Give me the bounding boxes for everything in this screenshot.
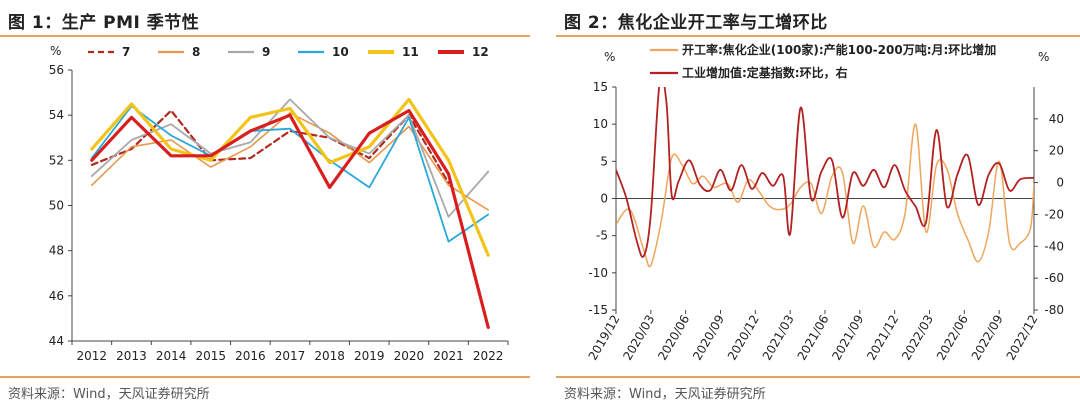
x-tick-label: 2012 [77,349,108,363]
x-tick-label: 2020/03 [620,313,657,363]
x-tick-label: 2022/09 [969,313,1006,363]
x-tick-label: 2018 [314,349,345,363]
y-left-tick-label: 15 [593,80,608,94]
x-tick-label: 2021 [433,349,464,363]
y-tick-label: 44 [49,334,64,348]
y-right-tick-label: -40 [1044,239,1064,253]
x-tick-label: 2017 [275,349,306,363]
x-tick-label: 2014 [156,349,187,363]
chart-title: 图 2：焦化企业开工率与工增环比 [564,13,828,33]
legend-label-10: 10 [332,45,349,59]
y-left-tick-label: -10 [588,266,608,280]
series-line-10 [90,105,490,243]
y-left-tick-label: -15 [588,303,608,317]
x-tick-label: 2022 [473,349,504,363]
legend-label: 开工率:焦化企业(100家):产能100-200万吨:月:环比增加 [682,42,996,57]
y-right-tick-label: -60 [1044,271,1064,285]
x-tick-label: 2015 [195,349,226,363]
x-tick-label: 2021/06 [795,313,832,363]
coking-vs-industrial-chart: % % -15 -10 -5 0 5 10 15 -80 -60 -40 -20 0 20 40 2019/12… [586,42,1064,363]
y-left-tick-label: 0 [600,192,608,206]
y-left-tick-label: 10 [593,117,608,131]
legend-label-12: 12 [472,45,489,59]
x-tick-label: 2019/12 [586,313,623,363]
x-tick-label: 2020/12 [725,313,762,363]
legend-label-8: 8 [192,45,200,59]
source-divider [556,376,1080,378]
series-line-9 [90,98,490,218]
x-tick-label: 2021/12 [864,313,901,363]
chart-title: 图 1：生产 PMI 季节性 [8,13,200,33]
series-line-coking-utilization [616,123,1034,268]
title-divider [556,35,1080,37]
series-line-7 [90,109,450,184]
x-tick-label: 2022/12 [1004,313,1041,363]
x-tick-label: 2021/09 [829,313,866,363]
y-right-tick-label: 0 [1056,176,1064,190]
y-axis-left-unit: % [604,50,615,64]
chart-panel-coking-utilization: 图 2：焦化企业开工率与工增环比 %% -15 -10 -5 0 5 10 15 -80 -60 -… [556,0,1080,413]
y-right-tick-label: 40 [1049,112,1064,126]
x-tick-label: 2020 [394,349,425,363]
y-tick-label: 50 [49,199,64,213]
x-tick-label: 2019 [354,349,385,363]
x-tick-label: 2013 [116,349,147,363]
y-right-tick-label: -20 [1044,207,1064,221]
chart-panel-production-pmi: 图 1：生产 PMI 季节性 % 44 46 48 50 52 54 56 2012 2013 20… [0,0,530,413]
y-tick-label: 48 [49,244,64,258]
legend-label-7: 7 [122,45,130,59]
legend-label-11: 11 [402,45,419,59]
x-tick-label: 2021/03 [760,313,797,363]
series-line-12 [90,109,490,329]
y-axis-right-unit: % [1038,50,1049,64]
source-note: 资料来源：Wind，天风证券研究所 [564,387,766,402]
source-note: 资料来源：Wind，天风证券研究所 [8,387,210,402]
legend-label: 工业增加值:定基指数:环比，右 [682,65,848,80]
x-tick-label: 2020/09 [690,313,727,363]
series-line-industrial-output [616,87,1034,258]
y-left-tick-label: -5 [596,229,608,243]
y-tick-label: 46 [49,289,64,303]
x-tick-label: 2016 [235,349,266,363]
series-line-11 [90,97,490,257]
y-right-tick-label: -80 [1044,303,1064,317]
pmi-seasonality-chart: % 44 46 48 50 52 54 56 2012 2013 2014 2015 2016 2017 2… [49,44,509,363]
y-tick-label: 54 [49,108,64,122]
y-right-tick-label: 20 [1049,144,1064,158]
title-divider [0,35,530,37]
source-divider [0,376,530,378]
y-axis-unit-label: % [50,44,61,58]
x-tick-label: 2022/06 [934,313,971,363]
y-tick-label: 52 [49,153,64,167]
x-tick-label: 2022/03 [899,313,936,363]
x-tick-label: 2020/06 [655,313,692,363]
legend-label-9: 9 [262,45,270,59]
y-left-tick-label: 5 [600,154,608,168]
y-tick-label: 56 [49,63,64,77]
